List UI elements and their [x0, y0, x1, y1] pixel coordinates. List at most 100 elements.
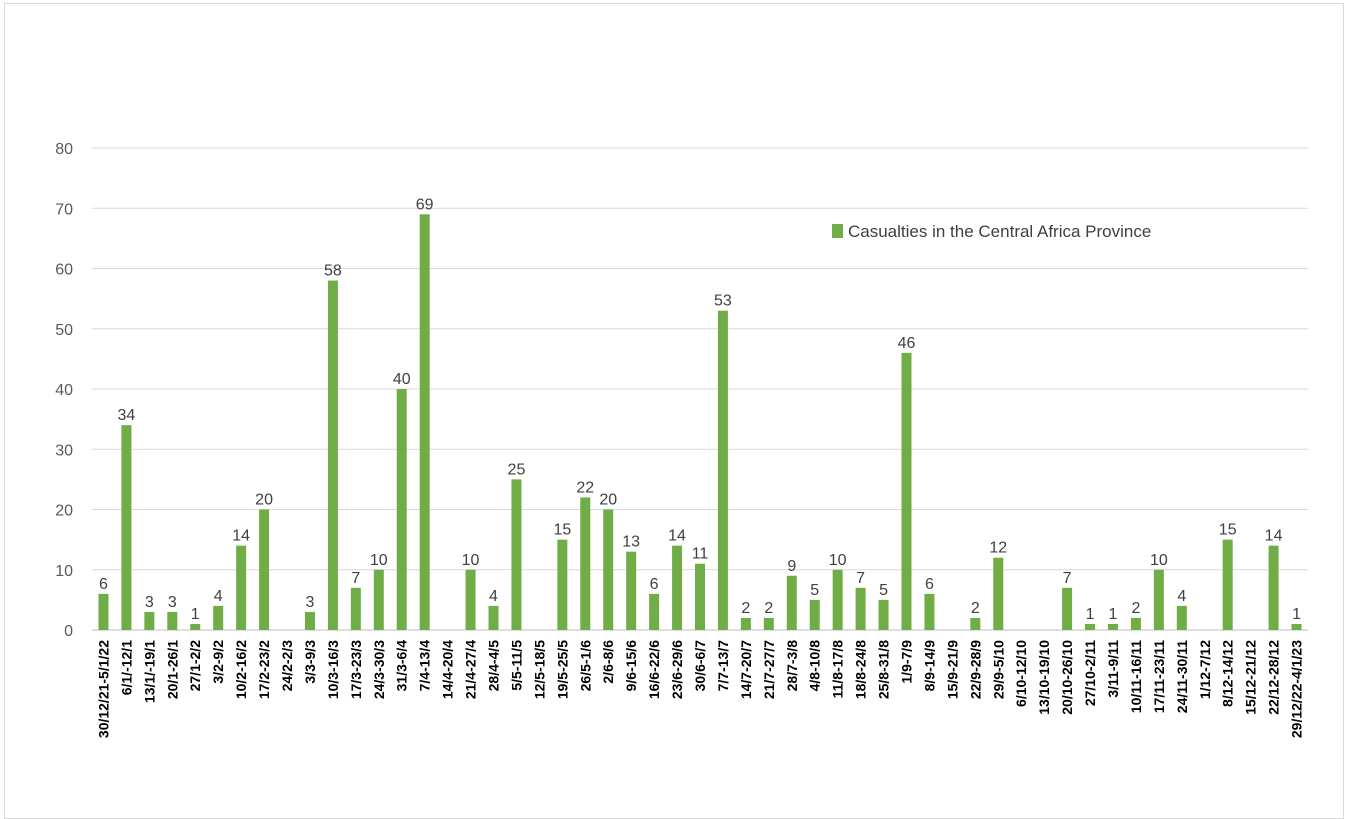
x-tick-label: 24/11-30/11 [1174, 640, 1190, 713]
x-tick-label: 28/7-3/8 [784, 640, 800, 692]
bar [924, 593, 935, 630]
bar [1222, 539, 1233, 630]
x-tick-label: 17/11-23/11 [1151, 640, 1167, 713]
bar [580, 497, 591, 630]
x-tick-label: 29/12/22-4/1/23 [1289, 640, 1305, 738]
y-tick-label: 70 [55, 201, 73, 218]
data-label: 3 [145, 594, 154, 611]
data-label: 2 [764, 600, 773, 617]
data-label: 10 [829, 552, 847, 569]
bar [1268, 545, 1279, 630]
x-tick-label: 31/3-6/4 [394, 640, 410, 692]
x-tick-label: 25/8-31/8 [876, 640, 892, 699]
y-tick-label: 10 [55, 563, 73, 580]
x-tick-label: 1/9-7/9 [898, 640, 914, 684]
x-tick-label: 8/12-14/12 [1220, 640, 1236, 707]
y-tick-label: 0 [64, 623, 73, 640]
bar [190, 623, 201, 630]
data-label: 2 [971, 600, 980, 617]
data-label: 22 [576, 479, 594, 496]
data-label: 20 [255, 492, 273, 509]
x-tick-label: 14/7-20/7 [738, 640, 754, 699]
bar [236, 545, 247, 630]
x-tick-label: 2/6-8/6 [600, 640, 616, 684]
y-tick-label: 40 [55, 382, 73, 399]
x-tick-label: 1/12-7/12 [1197, 640, 1213, 699]
bar [855, 587, 866, 630]
data-label: 4 [1177, 588, 1186, 605]
bar [993, 557, 1004, 630]
x-tick-label: 24/2-2/3 [279, 640, 295, 692]
data-label: 2 [741, 600, 750, 617]
data-label: 3 [306, 594, 315, 611]
bar [626, 551, 637, 630]
data-label: 4 [214, 588, 223, 605]
x-tick-label: 10/2-16/2 [233, 640, 249, 699]
x-tick-label: 7/4-13/4 [417, 640, 433, 692]
y-tick-label: 50 [55, 322, 73, 339]
bar [259, 509, 270, 630]
x-tick-label: 6/10-12/10 [1013, 640, 1029, 707]
data-label: 1 [1292, 606, 1301, 623]
data-label: 6 [925, 576, 934, 593]
x-tick-label: 8/9-14/9 [921, 640, 937, 692]
x-tick-label: 30/6-6/7 [692, 640, 708, 692]
bar [1130, 617, 1141, 630]
legend-swatch [832, 224, 843, 238]
data-label: 5 [879, 582, 888, 599]
bar [373, 569, 384, 630]
bar [350, 587, 361, 630]
bar [557, 539, 568, 630]
data-label: 40 [393, 371, 411, 388]
bar [901, 352, 912, 630]
bar [763, 617, 774, 630]
bar [419, 214, 430, 630]
bar [740, 617, 751, 630]
bar [396, 389, 407, 630]
x-tick-label: 21/7-27/7 [761, 640, 777, 699]
x-tick-label: 10/11-16/11 [1128, 640, 1144, 713]
x-tick-label: 29/9-5/10 [990, 640, 1006, 699]
data-label: 14 [1265, 528, 1283, 545]
bar [1062, 587, 1073, 630]
x-tick-label: 13/1/-19/1 [141, 640, 157, 703]
x-tick-label: 17/2-23/2 [256, 640, 272, 699]
bar [98, 593, 109, 630]
data-label: 10 [462, 552, 480, 569]
x-tick-label: 4/8-10/8 [807, 640, 823, 692]
bar [717, 310, 728, 630]
data-label: 3 [168, 594, 177, 611]
data-label: 34 [118, 407, 136, 424]
data-label: 15 [553, 522, 571, 539]
bar [1291, 623, 1302, 630]
bar [488, 605, 499, 630]
x-tick-label: 30/12/21-5/1/22 [95, 640, 111, 738]
x-tick-label: 21/4-27/4 [463, 640, 479, 699]
y-tick-label: 60 [55, 262, 73, 279]
bar [809, 599, 820, 630]
data-label: 25 [508, 461, 526, 478]
x-tick-label: 27/10-2/11 [1082, 640, 1098, 706]
y-tick-label: 30 [55, 442, 73, 459]
x-tick-label: 27/1-2/2 [187, 640, 203, 692]
data-label: 7 [856, 570, 865, 587]
data-label: 10 [370, 552, 388, 569]
x-tick-label: 3/3-9/3 [302, 640, 318, 684]
x-tick-label: 24/3-30/3 [371, 640, 387, 699]
data-label: 58 [324, 263, 342, 280]
data-label: 7 [351, 570, 360, 587]
x-tick-label: 6/1/-12/1 [118, 640, 134, 695]
x-tick-label: 16/6-22/6 [646, 640, 662, 699]
x-tick-label: 20/10-26/10 [1059, 640, 1075, 715]
bar [213, 605, 224, 630]
data-label: 7 [1063, 570, 1072, 587]
data-label: 14 [668, 528, 686, 545]
bar [1107, 623, 1118, 630]
bar [970, 617, 981, 630]
bar [603, 509, 614, 630]
bar [1176, 605, 1187, 630]
x-tick-label: 26/5-1/6 [577, 640, 593, 692]
bar [832, 569, 843, 630]
x-tick-label: 19/5-25/5 [554, 640, 570, 699]
